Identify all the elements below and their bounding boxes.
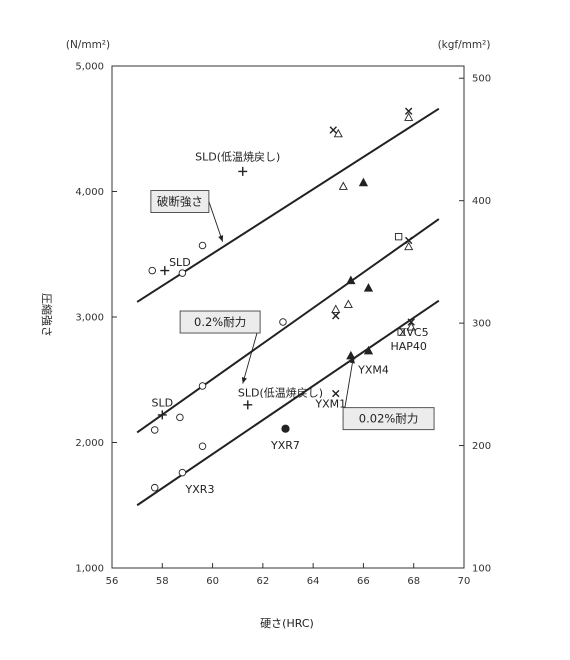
triangle-open-marker bbox=[331, 304, 341, 313]
callout-arrowhead bbox=[349, 357, 355, 364]
regression-lines bbox=[136, 107, 440, 507]
data-points bbox=[148, 107, 416, 492]
y-left-tick-label: 3,000 bbox=[75, 313, 104, 324]
y-left-tick-label: 4,000 bbox=[75, 187, 104, 198]
point-annotation: YXM4 bbox=[357, 364, 389, 377]
point-annotation: YXR7 bbox=[270, 439, 300, 452]
circle-open-marker bbox=[198, 382, 207, 390]
triangle-filled-marker bbox=[346, 350, 356, 360]
regression-line bbox=[136, 107, 440, 303]
y-right-tick-label: 300 bbox=[472, 319, 491, 330]
triangle-filled-marker bbox=[358, 177, 369, 187]
x-tick-label: 68 bbox=[407, 576, 420, 587]
circle-open-marker bbox=[150, 426, 159, 434]
point-annotation: YXR3 bbox=[185, 483, 215, 496]
y-right-tick-label: 200 bbox=[472, 441, 491, 452]
callout-box bbox=[342, 407, 435, 431]
plot-frame bbox=[111, 65, 465, 569]
x-tick-label: 60 bbox=[206, 576, 219, 587]
callout-box bbox=[179, 310, 261, 334]
callout-label: 破断強さ bbox=[157, 195, 203, 209]
circle-open-marker bbox=[178, 468, 187, 477]
y-right-tick-label: 100 bbox=[472, 564, 491, 575]
y-left-tick-label: 5,000 bbox=[75, 62, 104, 73]
triangle-open-marker bbox=[343, 299, 353, 308]
circle-open-marker bbox=[148, 266, 156, 275]
circle-open-marker bbox=[198, 241, 207, 250]
circle-open-marker bbox=[178, 269, 187, 277]
circle-open-marker bbox=[176, 413, 184, 422]
callout-label: 0.2%耐力 bbox=[194, 315, 246, 329]
triangle-filled-marker bbox=[363, 283, 374, 292]
y-axis-title: 圧縮強さ bbox=[40, 293, 54, 337]
y-left-unit: (N/mm²) bbox=[66, 39, 110, 51]
y-right-unit: (kgf/mm²) bbox=[438, 39, 491, 51]
point-annotation: SLD(低温焼戻し) bbox=[195, 150, 280, 163]
x-tick-label: 58 bbox=[156, 576, 169, 587]
callout-arrowhead bbox=[218, 235, 224, 242]
triangle-open-marker bbox=[338, 181, 348, 190]
x-tick-label: 56 bbox=[106, 576, 119, 587]
triangle-open-marker bbox=[404, 241, 414, 251]
circle-filled-marker bbox=[281, 424, 290, 433]
y-right-tick-label: 500 bbox=[472, 74, 491, 85]
callout-arrowhead bbox=[241, 377, 247, 384]
regression-line bbox=[136, 218, 440, 434]
y-right-tick-label: 400 bbox=[472, 196, 491, 207]
circle-open-marker bbox=[279, 318, 287, 326]
square-open-marker bbox=[394, 233, 403, 241]
point-annotation: SLD(低温焼戻し) bbox=[238, 386, 323, 399]
cross-marker bbox=[404, 236, 413, 245]
triangle-open-marker bbox=[404, 112, 414, 121]
point-annotation: HAP40 bbox=[390, 340, 426, 353]
y-left-tick-label: 1,000 bbox=[75, 564, 104, 575]
tick-layer: 56 58 60 62 64 66 68 70 1,000 2,000 3,000 4,000 5,00… bbox=[75, 62, 491, 588]
x-axis-title: 硬さ(HRC) bbox=[260, 617, 314, 630]
square-open-marker bbox=[397, 328, 405, 336]
cross-marker bbox=[407, 318, 415, 326]
plus-marker bbox=[160, 266, 170, 276]
cross-marker bbox=[332, 312, 340, 320]
point-annotation: SLD bbox=[169, 256, 191, 269]
x-tick-label: 70 bbox=[458, 576, 471, 587]
callout-leader bbox=[208, 201, 224, 242]
x-tick-label: 66 bbox=[357, 576, 370, 587]
x-tick-label: 62 bbox=[256, 576, 269, 587]
point-annotation: SLD bbox=[151, 396, 173, 409]
cross-marker bbox=[329, 126, 337, 134]
point-annotation: XVC5 bbox=[399, 326, 429, 339]
x-tick-label: 64 bbox=[307, 576, 320, 587]
regression-line bbox=[136, 299, 440, 507]
triangle-filled-marker bbox=[346, 275, 356, 285]
plus-marker bbox=[157, 410, 167, 420]
cross-marker bbox=[332, 389, 340, 398]
callout-label: 0.02%耐力 bbox=[359, 412, 419, 426]
cross-marker bbox=[404, 107, 413, 115]
circle-open-marker bbox=[198, 442, 207, 451]
triangle-open-marker bbox=[406, 322, 416, 331]
callout-box bbox=[150, 190, 210, 213]
annotation-layer: SLD(低温焼戻し) SLD SLD SLD(低温焼戻し) YXR7 YXR3 YXM1 YX… bbox=[150, 150, 435, 496]
point-annotation: YXM1 bbox=[314, 398, 346, 411]
circle-open-marker bbox=[150, 483, 159, 492]
y-left-tick-label: 2,000 bbox=[75, 438, 104, 449]
plus-marker bbox=[243, 400, 253, 410]
plus-marker bbox=[238, 166, 248, 176]
triangle-filled-marker bbox=[363, 345, 374, 355]
triangle-open-marker bbox=[333, 128, 343, 138]
